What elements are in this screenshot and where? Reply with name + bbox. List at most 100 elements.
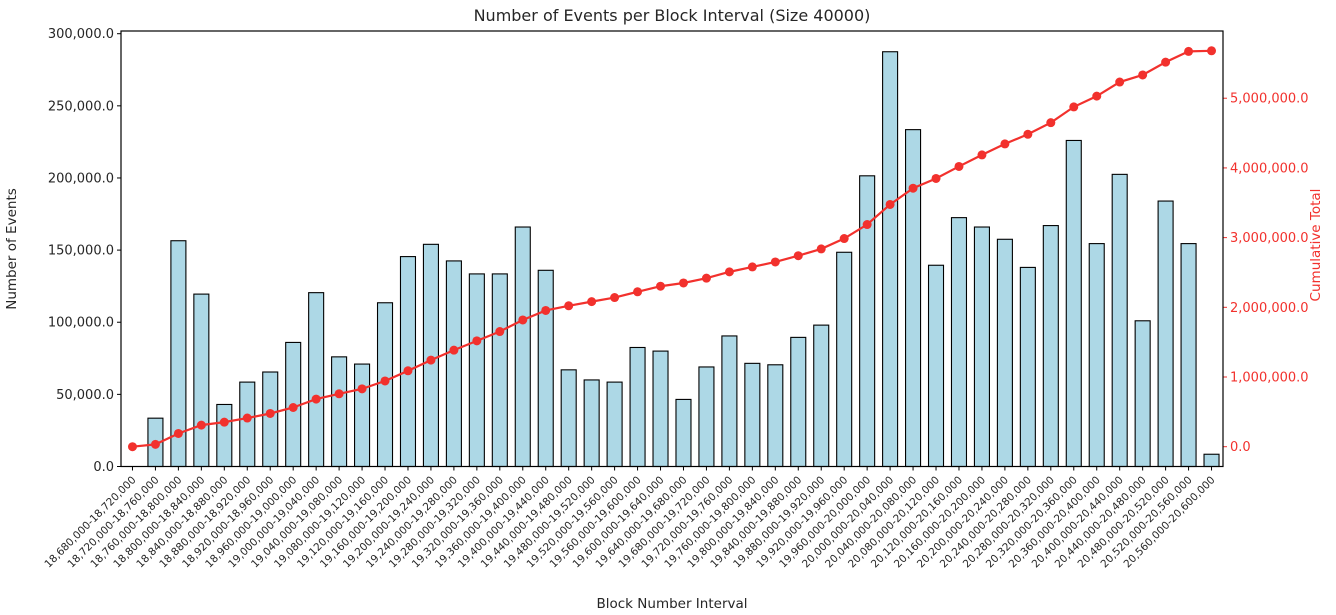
bar bbox=[308, 292, 325, 468]
cumulative-point bbox=[793, 251, 803, 261]
cumulative-point bbox=[403, 366, 413, 376]
cumulative-point bbox=[1115, 77, 1125, 87]
cumulative-point bbox=[1069, 102, 1079, 112]
cumulative-point bbox=[931, 173, 941, 183]
cumulative-point bbox=[1207, 46, 1217, 56]
cumulative-point bbox=[219, 417, 229, 427]
right-tick-label: 3,000,000.0 bbox=[1230, 231, 1309, 246]
bar bbox=[882, 51, 899, 468]
bar bbox=[1203, 453, 1220, 468]
bar bbox=[1042, 225, 1059, 468]
bar bbox=[675, 398, 692, 468]
cumulative-point bbox=[150, 439, 160, 449]
cumulative-point bbox=[839, 234, 849, 244]
bar bbox=[1111, 173, 1128, 468]
left-tick-label: 50,000.0 bbox=[56, 388, 114, 403]
plot-background bbox=[121, 31, 1223, 467]
left-tick-label: 300,000.0 bbox=[48, 27, 114, 42]
cumulative-point bbox=[587, 297, 597, 307]
bar bbox=[606, 381, 623, 468]
bar bbox=[767, 364, 784, 468]
bar bbox=[262, 371, 279, 468]
cumulative-point bbox=[816, 244, 826, 254]
cumulative-point bbox=[426, 355, 436, 365]
bar bbox=[1065, 139, 1082, 468]
bar bbox=[950, 217, 968, 468]
cumulative-point bbox=[701, 273, 711, 283]
cumulative-point bbox=[196, 420, 206, 430]
cumulative-point bbox=[1000, 139, 1010, 149]
left-tick-label: 250,000.0 bbox=[48, 99, 114, 114]
bar bbox=[1180, 243, 1197, 468]
bar bbox=[652, 350, 669, 468]
bar bbox=[537, 269, 554, 468]
bar bbox=[836, 251, 853, 468]
right-tick-label: 5,000,000.0 bbox=[1230, 92, 1309, 107]
bar bbox=[491, 273, 508, 468]
cumulative-point bbox=[1046, 118, 1056, 128]
cumulative-point bbox=[127, 442, 137, 452]
cumulative-point bbox=[678, 278, 688, 288]
bar bbox=[1088, 243, 1105, 468]
cumulative-point bbox=[357, 384, 367, 394]
cumulative-point bbox=[885, 199, 895, 209]
cumulative-point bbox=[449, 345, 459, 355]
bar bbox=[216, 403, 233, 468]
bar bbox=[996, 238, 1013, 468]
bar bbox=[514, 226, 531, 468]
cumulative-point bbox=[1092, 91, 1102, 101]
cumulative-point bbox=[242, 413, 252, 423]
bar bbox=[422, 243, 439, 468]
bar bbox=[744, 362, 761, 468]
bar bbox=[813, 324, 830, 468]
bar bbox=[399, 256, 417, 468]
bar bbox=[239, 381, 256, 468]
cumulative-point bbox=[747, 262, 757, 272]
cumulative-point bbox=[862, 220, 872, 230]
cumulative-point bbox=[472, 336, 482, 346]
cumulative-point bbox=[610, 293, 620, 303]
left-tick-label: 100,000.0 bbox=[48, 316, 114, 331]
cumulative-point bbox=[541, 305, 551, 315]
plot-area: 0.0 50,000.0 100,000.0 150,000.0 200,000.0 25… bbox=[42, 27, 1308, 570]
cumulative-point bbox=[380, 376, 390, 386]
bar bbox=[583, 379, 600, 468]
bar bbox=[629, 346, 646, 468]
bar bbox=[331, 356, 348, 468]
bar bbox=[927, 264, 945, 468]
right-tick-label: 0.0 bbox=[1230, 440, 1251, 455]
cumulative-point bbox=[495, 327, 505, 337]
bar bbox=[973, 226, 990, 468]
y-axis-label-left: Number of Events bbox=[4, 188, 20, 310]
cumulative-point bbox=[518, 315, 528, 325]
left-tick-label: 200,000.0 bbox=[48, 171, 114, 186]
cumulative-point bbox=[908, 183, 918, 193]
right-tick-label: 2,000,000.0 bbox=[1230, 301, 1309, 316]
bar bbox=[790, 336, 807, 468]
cumulative-point bbox=[288, 403, 298, 412]
right-tick-label: 4,000,000.0 bbox=[1230, 161, 1309, 176]
cumulative-point bbox=[724, 267, 734, 277]
bar bbox=[698, 366, 715, 468]
y-axis-label-right: Cumulative Total bbox=[1308, 189, 1324, 302]
bar bbox=[1019, 266, 1036, 468]
cumulative-point bbox=[1023, 129, 1033, 139]
cumulative-point bbox=[954, 161, 964, 171]
bar bbox=[721, 335, 738, 468]
cumulative-point bbox=[633, 287, 643, 297]
cumulative-point bbox=[173, 428, 183, 438]
cumulative-point bbox=[656, 281, 666, 291]
right-tick-label: 1,000,000.0 bbox=[1230, 371, 1309, 386]
left-tick-label: 150,000.0 bbox=[48, 244, 114, 259]
cumulative-point bbox=[977, 150, 987, 160]
bar bbox=[1134, 320, 1151, 468]
cumulative-point bbox=[1138, 70, 1148, 80]
cumulative-point bbox=[564, 301, 574, 311]
cumulative-point bbox=[770, 257, 780, 267]
left-tick-label: 0.0 bbox=[93, 460, 114, 475]
cumulative-point bbox=[1161, 57, 1171, 67]
bar bbox=[445, 260, 462, 468]
bar bbox=[1157, 200, 1174, 468]
cumulative-point bbox=[311, 394, 321, 404]
